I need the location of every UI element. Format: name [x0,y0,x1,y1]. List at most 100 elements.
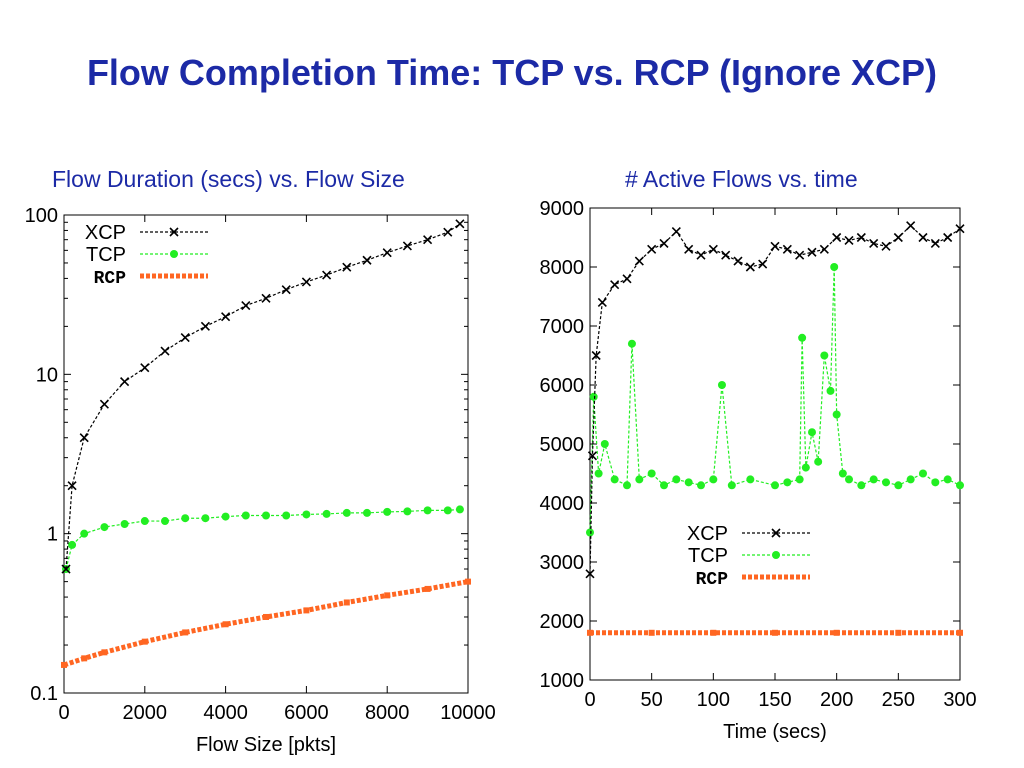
xcp-point [684,244,694,254]
xcp-point [795,250,805,260]
tcp-point [383,507,392,516]
tcp-point [443,506,452,515]
xcp-point [745,262,755,272]
tcp-point [857,481,866,490]
xcp-point [200,321,210,331]
legend-marker-xcp [169,227,179,237]
active-flows-chart: 0 50 100 150 200 250 300 1000 2000 3000 4000 5000 60… [540,198,977,743]
x-tick-label: 250 [882,689,915,711]
tcp-point [423,506,432,515]
plot-frame [63,214,469,694]
tcp-point [795,475,804,484]
tcp-point [820,351,829,360]
plot-frame [589,207,961,681]
xcp-point [423,235,433,245]
tcp-point [623,481,631,490]
x-axis-label: Time (secs) [723,721,827,743]
rcp-point [101,649,108,656]
tcp-line [589,266,961,533]
xcp-point [140,363,150,373]
tcp-point [589,392,598,401]
legend-label-tcp: TCP [86,244,126,266]
xcp-point [832,232,842,243]
xcp-point [120,377,130,387]
series-tcp [586,263,964,537]
series-tcp [62,505,464,574]
xcp-point [591,350,601,361]
tcp-point [586,528,594,537]
tcp-point [600,440,609,448]
tcp-point [627,339,636,348]
tcp-point [68,540,77,549]
x-tick-label: 200 [820,689,853,711]
y-tick-label: 10 [36,364,58,386]
y-tick-label: 7000 [540,316,585,338]
x-tick-label: 0 [584,689,595,711]
tcp-point [635,475,644,484]
tcp-point [302,510,311,519]
x-tick-label: 8000 [365,702,410,724]
xcp-point [67,481,77,491]
tcp-line [65,508,460,570]
x-tick-label: 150 [758,689,791,711]
xcp-point [301,277,311,287]
xcp-point [61,564,71,574]
xcp-point [647,244,657,254]
rcp-point [957,629,963,636]
series-xcp [585,221,965,579]
xcp-point [918,232,928,243]
xcp-point [597,297,607,307]
tcp-point [830,263,839,271]
xcp-point [610,280,620,290]
rcp-point [895,629,902,636]
y-tick-label: 5000 [540,434,585,456]
x-tick-label: 0 [58,702,69,724]
xcp-point [241,301,251,311]
tcp-point [845,475,853,484]
rcp-point [222,621,229,628]
tcp-point [455,505,464,514]
rcp-point [61,661,67,668]
y-tick-label: 8000 [540,257,585,279]
tcp-point [221,512,230,521]
y-tick-label: 6000 [540,375,585,397]
tcp-point [610,475,619,484]
xcp-point [585,569,595,579]
tcp-point [814,457,823,466]
xcp-point [906,221,916,231]
legend-label-tcp: TCP [688,545,728,567]
xcp-point [659,238,669,248]
tcp-point [771,481,779,490]
chart-left-title: Flow Duration (secs) vs. Flow Size [52,166,405,192]
rcp-point [648,629,655,636]
rcp-point [263,613,269,620]
xcp-point [342,262,352,272]
tcp-point [120,519,129,528]
tcp-point [826,386,835,395]
tcp-point [100,523,109,532]
legend-marker-tcp [170,250,178,258]
xcp-point [881,241,891,251]
tcp-point [801,463,810,472]
xcp-point [382,248,392,258]
y-tick-label: 1000 [540,670,585,692]
tcp-point [262,511,270,520]
tcp-point [282,511,291,520]
xcp-point [99,399,109,409]
tcp-point [660,481,668,490]
y-tick-label: 9000 [540,198,585,220]
xcp-point [696,250,706,260]
tcp-point [80,529,89,538]
xcp-point [221,312,231,322]
tcp-point [956,481,964,490]
legend-label-rcp: RCP [696,570,729,590]
tcp-point [717,381,726,389]
slide-title: Flow Completion Time: TCP vs. RCP (Ignor… [86,52,938,93]
x-tick-label: 4000 [203,702,248,724]
tcp-point [832,410,841,419]
rcp-point [81,655,88,662]
xcp-point [733,256,743,266]
chart-right-title: # Active Flows vs. time [625,166,858,192]
xcp-point [844,235,854,246]
